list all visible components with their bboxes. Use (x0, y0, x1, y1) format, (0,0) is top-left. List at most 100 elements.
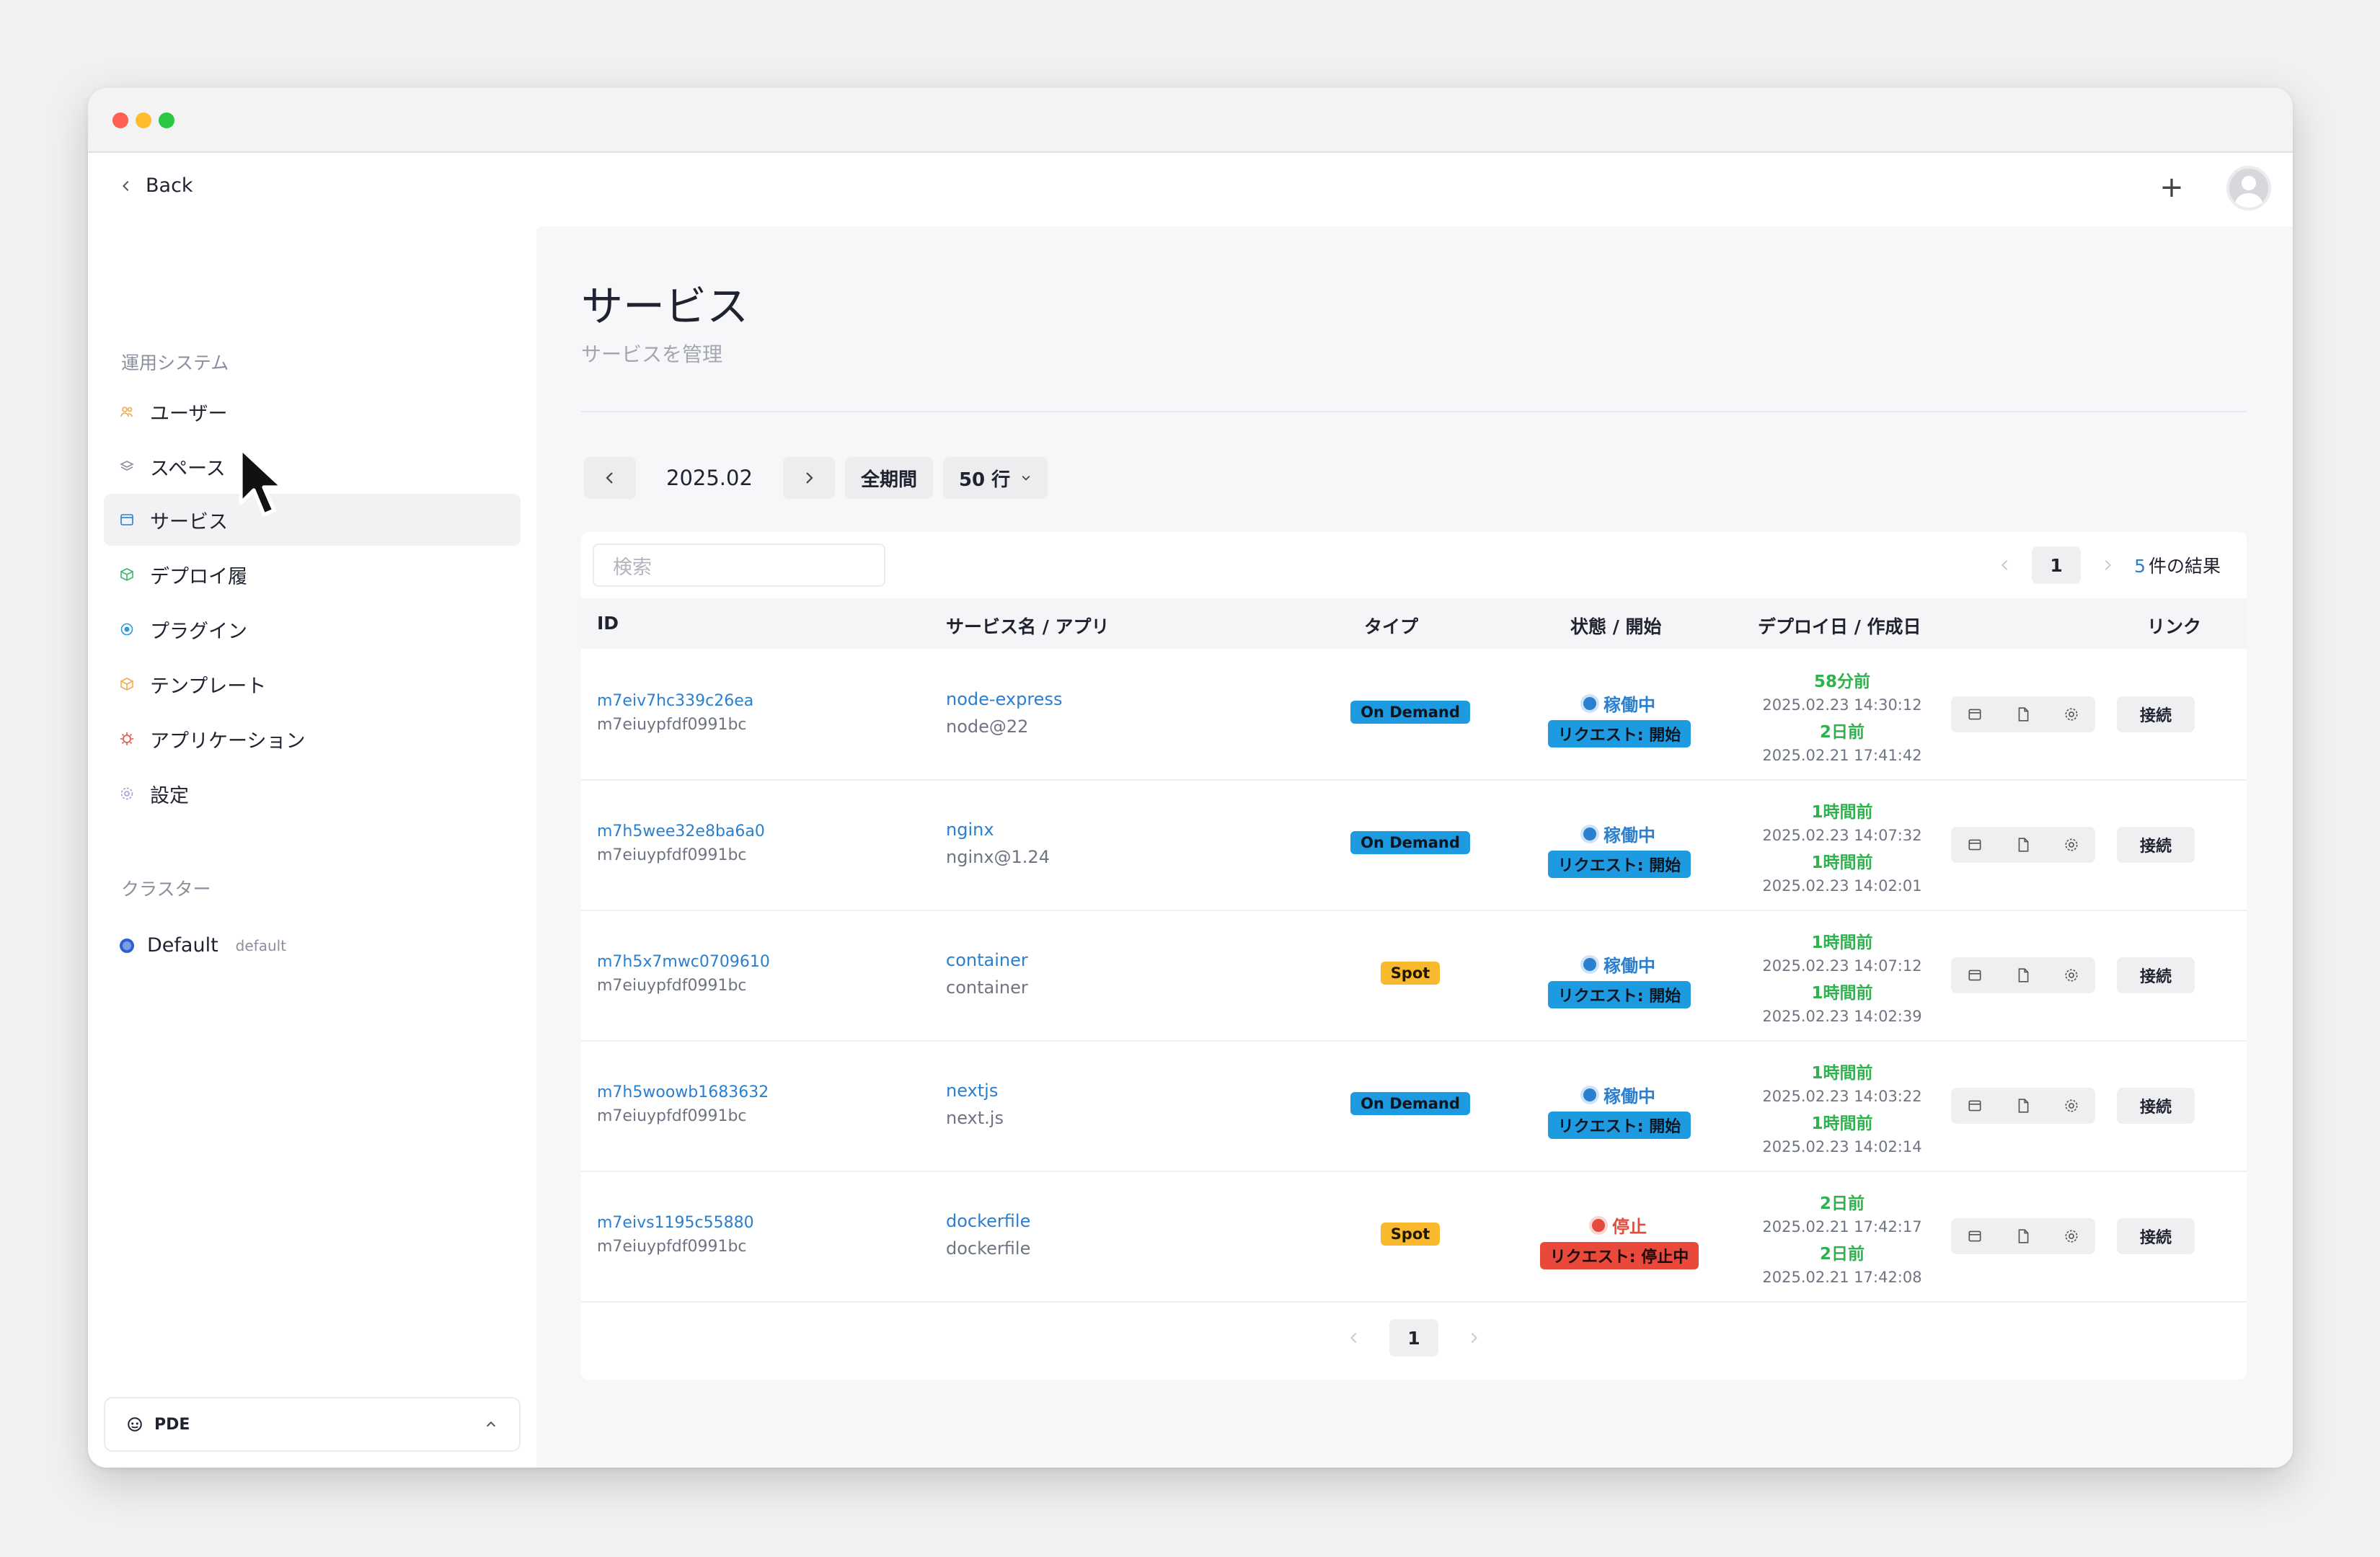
service-id-link[interactable]: m7h5wee32e8ba6a0 (597, 822, 765, 840)
result-count-suffix: 件の結果 (2148, 556, 2221, 577)
window-icon[interactable] (1967, 1228, 1983, 1244)
status-badge: 稼働中 (1583, 821, 1655, 846)
close-window-button[interactable] (112, 112, 128, 128)
deploy-date: 2025.02.23 14:07:12 (1762, 957, 1922, 975)
window-icon[interactable] (1967, 967, 1983, 983)
connect-button[interactable]: 接続 (2117, 1088, 2195, 1124)
sidebar-item-templates[interactable]: テンプレート (104, 658, 521, 710)
gear-icon[interactable] (2063, 1098, 2079, 1114)
cluster-item-default[interactable]: Default default (120, 934, 286, 957)
table-row[interactable]: m7h5woowb1683632 m7eiuypfdf0991bc nextjs… (581, 1042, 2247, 1172)
service-name-link[interactable]: nextjs (946, 1081, 999, 1101)
avatar[interactable] (2226, 166, 2271, 210)
file-icon[interactable] (2015, 1098, 2031, 1114)
service-id-link[interactable]: m7h5woowb1683632 (597, 1083, 769, 1101)
back-button[interactable]: Back (120, 174, 193, 197)
chevron-left-icon[interactable] (1348, 1331, 1361, 1344)
maximize-window-button[interactable] (159, 112, 174, 128)
dates-cell: 2日前 2025.02.21 17:42:17 2日前 2025.02.21 1… (1759, 1189, 1925, 1290)
created-date: 2025.02.23 14:02:01 (1762, 877, 1922, 895)
window-icon[interactable] (1967, 1098, 1983, 1114)
file-icon[interactable] (2015, 837, 2031, 853)
status-label: 停止 (1612, 1217, 1647, 1237)
prev-month-button[interactable] (584, 457, 636, 499)
gear-icon[interactable] (2063, 1228, 2079, 1244)
gear-icon[interactable] (2063, 706, 2079, 722)
file-icon[interactable] (2015, 1228, 2031, 1244)
search-input[interactable]: 検索 (593, 544, 885, 587)
connect-button[interactable]: 接続 (2117, 1218, 2195, 1254)
file-icon[interactable] (2015, 967, 2031, 983)
window-icon[interactable] (1967, 837, 1983, 853)
deploy-relative: 1時間前 (1811, 1064, 1873, 1083)
table-row[interactable]: m7h5x7mwc0709610 m7eiuypfdf0991bc contai… (581, 911, 2247, 1042)
sidebar-item-label: デプロイ履 (150, 565, 247, 588)
request-badge: リクエスト: 開始 (1547, 981, 1691, 1008)
dates-cell: 1時間前 2025.02.23 14:07:32 1時間前 2025.02.23… (1759, 798, 1925, 899)
status-label: 稼働中 (1603, 1086, 1655, 1106)
chevron-right-icon[interactable] (1467, 1331, 1480, 1344)
page-number[interactable]: 1 (2032, 546, 2082, 584)
service-name-link[interactable]: node-express (946, 689, 1063, 709)
next-month-button[interactable] (782, 457, 835, 499)
mouse-cursor-icon (239, 446, 285, 517)
status-label: 稼働中 (1603, 956, 1655, 976)
table-row[interactable]: m7eivs1195c55880 m7eiuypfdf0991bc docker… (581, 1172, 2247, 1303)
minimize-window-button[interactable] (136, 112, 151, 128)
service-cell: nextjs next.js (946, 1081, 1004, 1128)
service-id-link[interactable]: m7h5x7mwc0709610 (597, 953, 770, 971)
gear-icon[interactable] (2063, 967, 2079, 983)
service-id-link[interactable]: m7eivs1195c55880 (597, 1214, 754, 1232)
created-relative: 1時間前 (1811, 853, 1873, 872)
table-row[interactable]: m7h5wee32e8ba6a0 m7eiuypfdf0991bc nginx … (581, 781, 2247, 911)
chevron-left-icon[interactable] (1999, 559, 2012, 572)
plus-icon[interactable]: + (2159, 171, 2184, 204)
table-row[interactable]: m7eiv7hc339c26ea m7eiuypfdf0991bc node-e… (581, 650, 2247, 781)
request-badge: リクエスト: 開始 (1547, 1112, 1691, 1139)
all-period-button[interactable]: 全期間 (844, 457, 933, 499)
dates-cell: 1時間前 2025.02.23 14:03:22 1時間前 2025.02.23… (1759, 1059, 1925, 1160)
header-service: サービス名 / アプリ (946, 616, 1110, 637)
app-name: next.js (946, 1108, 1004, 1128)
service-name-link[interactable]: dockerfile (946, 1211, 1031, 1231)
sidebar-item-users[interactable]: ユーザー (104, 386, 521, 438)
sidebar-item-spaces[interactable]: スペース (104, 440, 521, 492)
workspace-switcher[interactable]: PDE (104, 1397, 521, 1452)
connect-button[interactable]: 接続 (2117, 696, 2195, 732)
request-badge: リクエスト: 停止中 (1539, 1242, 1699, 1269)
app-icon (120, 732, 133, 745)
gear-icon[interactable] (2063, 837, 2079, 853)
request-badge: リクエスト: 開始 (1547, 720, 1691, 748)
type-cell: Spot (1324, 1223, 1497, 1246)
connect-button[interactable]: 接続 (2117, 957, 2195, 993)
sidebar-item-deploy-history[interactable]: デプロイ履 (104, 549, 521, 600)
created-relative: 1時間前 (1811, 984, 1873, 1003)
rows-per-page-select[interactable]: 50 行 (942, 457, 1048, 499)
owner-id: m7eiuypfdf0991bc (597, 977, 747, 995)
connect-button[interactable]: 接続 (2117, 827, 2195, 863)
type-cell: On Demand (1324, 1092, 1497, 1115)
service-id-link[interactable]: m7eiv7hc339c26ea (597, 692, 754, 710)
created-date: 2025.02.23 14:02:39 (1762, 1008, 1922, 1025)
status-badge: 稼働中 (1583, 1082, 1655, 1107)
sidebar-item-services[interactable]: サービス (104, 494, 521, 546)
file-icon[interactable] (2015, 706, 2031, 722)
sidebar-item-label: サービス (150, 510, 228, 533)
workspace-icon (128, 1417, 142, 1432)
deploy-relative: 58分前 (1813, 673, 1870, 691)
service-name-link[interactable]: nginx (946, 820, 994, 840)
row-actions (1951, 957, 2095, 993)
window-icon[interactable] (1967, 706, 1983, 722)
sidebar-item-applications[interactable]: アプリケーション (104, 713, 521, 765)
chevron-right-icon[interactable] (2101, 559, 2114, 572)
sidebar-item-settings[interactable]: 設定 (104, 768, 521, 820)
id-cell: m7eivs1195c55880 m7eiuypfdf0991bc (597, 1214, 754, 1256)
page-number[interactable]: 1 (1389, 1319, 1438, 1357)
sidebar-item-plugins[interactable]: プラグイン (104, 603, 521, 655)
result-count-number: 5 (2134, 556, 2146, 577)
header-type: タイプ (1364, 616, 1419, 637)
deploy-relative: 2日前 (1819, 1194, 1864, 1213)
created-date: 2025.02.23 14:02:14 (1762, 1138, 1922, 1155)
service-name-link[interactable]: container (946, 950, 1028, 970)
type-badge: On Demand (1350, 701, 1470, 724)
